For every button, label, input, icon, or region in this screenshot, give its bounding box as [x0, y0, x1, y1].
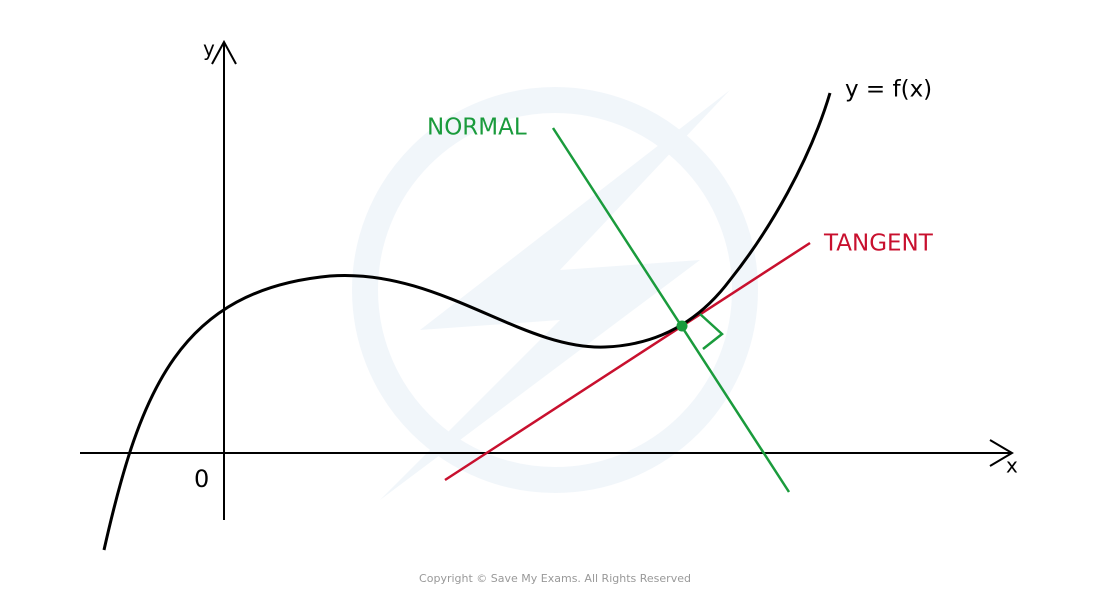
tangent-label: TANGENT: [823, 231, 934, 257]
normal-label: NORMAL: [427, 115, 527, 141]
tangent-line: [444, 241, 811, 482]
normal-line: [551, 127, 791, 493]
x-arrow: [989, 439, 1014, 467]
watermark: [352, 87, 758, 500]
curve: [102, 92, 832, 551]
curve-label: y = f(x): [845, 77, 932, 103]
x-label: x: [1006, 454, 1018, 478]
origin-label: 0: [194, 465, 209, 493]
y-label: y: [203, 37, 215, 61]
point: [676, 320, 688, 332]
y-arrow: [211, 39, 237, 65]
copyright: Copyright © Save My Exams. All Rights Re…: [419, 572, 691, 585]
right-angle: [699, 313, 724, 350]
